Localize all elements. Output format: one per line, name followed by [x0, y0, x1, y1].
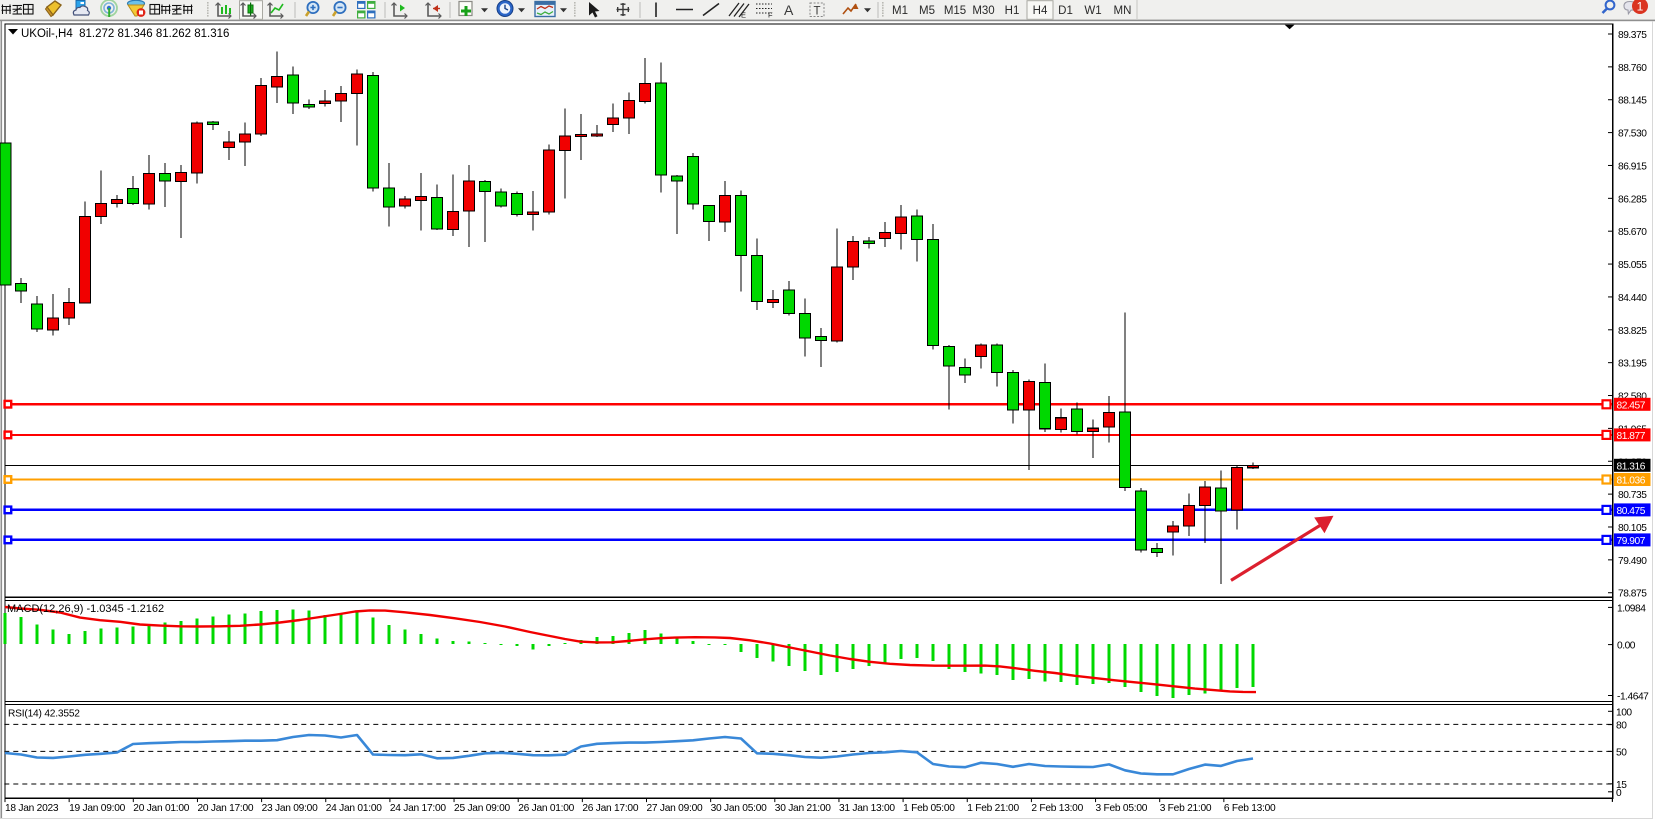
svg-text:6 Feb 13:00: 6 Feb 13:00 — [1224, 803, 1276, 814]
svg-text:82.580: 82.580 — [1618, 392, 1647, 403]
svg-text:89.375: 89.375 — [1618, 30, 1647, 41]
svg-text:M5: M5 — [919, 5, 935, 17]
svg-text:86.285: 86.285 — [1618, 194, 1647, 205]
svg-text:87.530: 87.530 — [1618, 129, 1647, 140]
svg-text:78.875: 78.875 — [1618, 589, 1647, 600]
svg-text:0.00: 0.00 — [1617, 641, 1636, 652]
svg-text:80.105: 80.105 — [1618, 523, 1647, 534]
svg-text:W1: W1 — [1084, 5, 1101, 17]
svg-text:1 Feb 21:00: 1 Feb 21:00 — [967, 803, 1019, 814]
svg-text:20 Jan 01:00: 20 Jan 01:00 — [133, 803, 189, 814]
svg-text:MN: MN — [1114, 5, 1132, 17]
svg-text:80.735: 80.735 — [1618, 490, 1647, 501]
svg-text:M15: M15 — [944, 5, 966, 17]
svg-text:100: 100 — [1616, 707, 1632, 718]
svg-text:80: 80 — [1616, 721, 1627, 732]
svg-text:RSI(14) 42.3552: RSI(14) 42.3552 — [8, 709, 80, 720]
svg-text:E: E — [741, 11, 746, 20]
svg-text:F: F — [768, 11, 773, 20]
svg-text:15: 15 — [1616, 780, 1627, 791]
svg-text:30 Jan 21:00: 30 Jan 21:00 — [775, 803, 831, 814]
svg-text:H1: H1 — [1005, 5, 1020, 17]
svg-text:31 Jan 13:00: 31 Jan 13:00 — [839, 803, 895, 814]
svg-text:A: A — [784, 2, 794, 18]
svg-text:2 Feb 13:00: 2 Feb 13:00 — [1031, 803, 1083, 814]
svg-text:0: 0 — [1616, 788, 1622, 799]
svg-text:88.145: 88.145 — [1618, 96, 1647, 107]
svg-text:20 Jan 17:00: 20 Jan 17:00 — [197, 803, 253, 814]
svg-text:80.475: 80.475 — [1617, 506, 1646, 517]
svg-text:86.915: 86.915 — [1618, 161, 1647, 172]
svg-text:81.316: 81.316 — [1617, 461, 1646, 472]
svg-text:UKOil-,H4 81.272 81.346 81.26: UKOil-,H4 81.272 81.346 81.262 81.316 — [21, 28, 229, 40]
svg-text:-1.4647: -1.4647 — [1617, 692, 1649, 703]
svg-text:85.055: 85.055 — [1618, 260, 1647, 271]
svg-text:50: 50 — [1616, 747, 1627, 758]
svg-text:18 Jan 2023: 18 Jan 2023 — [5, 803, 59, 814]
svg-text:83.825: 83.825 — [1618, 326, 1647, 337]
svg-text:MACD(12,26,9) -1.0345 -1.2162: MACD(12,26,9) -1.0345 -1.2162 — [7, 603, 164, 615]
svg-text:81.036: 81.036 — [1617, 476, 1646, 487]
svg-text:84.440: 84.440 — [1618, 293, 1647, 304]
svg-text:25 Jan 09:00: 25 Jan 09:00 — [454, 803, 510, 814]
svg-text:88.760: 88.760 — [1618, 63, 1647, 74]
svg-text:27 Jan 09:00: 27 Jan 09:00 — [647, 803, 703, 814]
svg-text:24 Jan 17:00: 24 Jan 17:00 — [390, 803, 446, 814]
svg-text:3 Feb 05:00: 3 Feb 05:00 — [1096, 803, 1148, 814]
svg-text:23 Jan 09:00: 23 Jan 09:00 — [262, 803, 318, 814]
svg-text:1: 1 — [1637, 0, 1644, 14]
svg-text:83.195: 83.195 — [1618, 359, 1647, 370]
svg-text:M30: M30 — [972, 5, 994, 17]
svg-text:26 Jan 01:00: 26 Jan 01:00 — [518, 803, 574, 814]
svg-text:26 Jan 17:00: 26 Jan 17:00 — [582, 803, 638, 814]
svg-text:19 Jan 09:00: 19 Jan 09:00 — [69, 803, 125, 814]
svg-text:H4: H4 — [1033, 5, 1048, 17]
svg-text:82.457: 82.457 — [1617, 400, 1646, 411]
svg-text:T: T — [814, 6, 821, 18]
svg-text:85.670: 85.670 — [1618, 227, 1647, 238]
svg-text:1 Feb 05:00: 1 Feb 05:00 — [903, 803, 955, 814]
svg-text:3 Feb 21:00: 3 Feb 21:00 — [1160, 803, 1212, 814]
svg-text:79.907: 79.907 — [1617, 536, 1646, 547]
svg-text:M1: M1 — [892, 5, 908, 17]
svg-text:D1: D1 — [1058, 5, 1073, 17]
svg-text:81.877: 81.877 — [1617, 431, 1646, 442]
svg-text:1.0984: 1.0984 — [1617, 603, 1646, 614]
svg-text:24 Jan 01:00: 24 Jan 01:00 — [326, 803, 382, 814]
svg-text:79.490: 79.490 — [1618, 556, 1647, 567]
svg-text:30 Jan 05:00: 30 Jan 05:00 — [711, 803, 767, 814]
